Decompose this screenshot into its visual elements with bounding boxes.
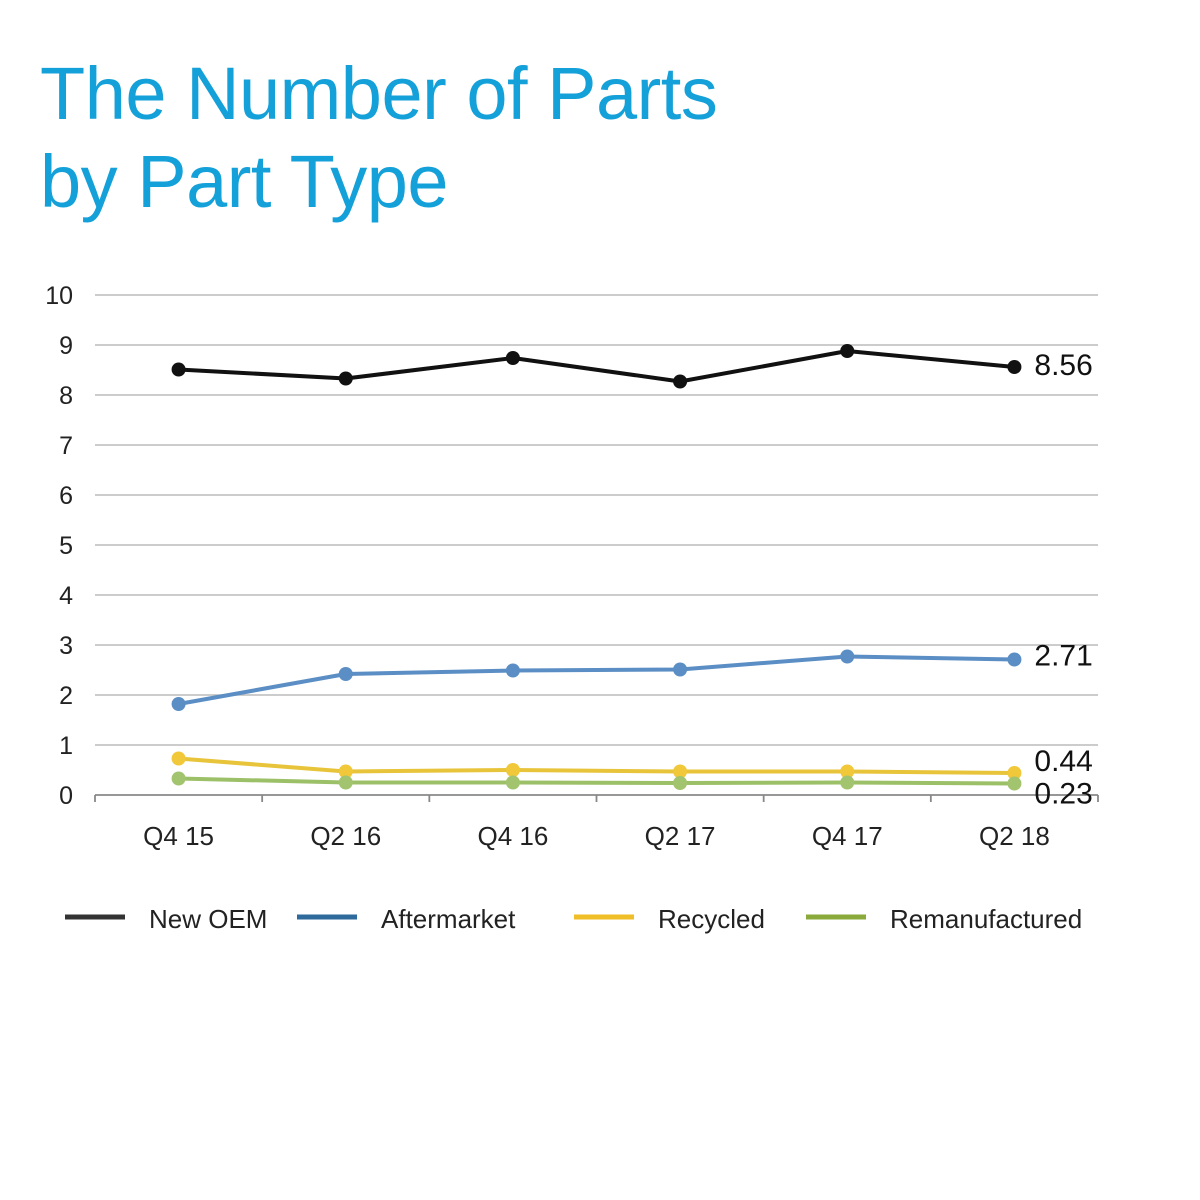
legend-label-remanufactured: Remanufactured [890, 904, 1082, 934]
chart-title-line-2: by Part Type [40, 140, 449, 223]
legend-label-aftermarket: Aftermarket [381, 904, 516, 934]
data-point-recycled [505, 763, 520, 777]
gridlines [95, 294, 1098, 746]
data-point-new-oem [1007, 360, 1022, 374]
x-tick-label: Q2 18 [979, 821, 1050, 851]
data-point-aftermarket [338, 667, 353, 681]
x-tick-label: Q2 17 [645, 821, 716, 851]
end-label-new-oem: 8.56 [1034, 349, 1092, 382]
data-point-aftermarket [171, 697, 186, 711]
data-point-recycled [338, 764, 353, 779]
series-line-aftermarket [176, 654, 1017, 706]
series-line-remanufactured [176, 776, 1017, 786]
y-tick-label: 7 [59, 432, 73, 460]
data-point-remanufactured [505, 775, 520, 790]
chart-title-line-1: The Number of Parts [40, 52, 718, 135]
x-axis-tick-labels: Q4 15 Q2 16 Q4 16 Q2 17 Q4 17 Q2 18 [143, 821, 1050, 851]
data-point-aftermarket [505, 663, 520, 678]
y-tick-label: 3 [59, 632, 73, 660]
y-tick-label: 6 [59, 482, 73, 510]
data-point-recycled [840, 764, 855, 779]
data-point-recycled [171, 751, 186, 766]
x-tick-label: Q4 16 [478, 821, 549, 851]
data-point-remanufactured [338, 775, 353, 790]
x-tick-label: Q4 15 [143, 821, 214, 851]
data-point-aftermarket [1007, 652, 1022, 667]
x-axis [94, 794, 1099, 802]
series-line-new-oem [176, 349, 1017, 384]
series-line-recycled [176, 756, 1017, 775]
y-tick-label: 5 [59, 532, 73, 560]
data-point-remanufactured [1007, 776, 1022, 791]
x-tick-label: Q2 16 [310, 821, 381, 851]
chart-title: The Number of Parts by Part Type [40, 50, 718, 226]
data-point-new-oem [338, 371, 353, 386]
end-label-recycled: 0.44 [1034, 745, 1092, 778]
y-tick-label: 8 [59, 382, 73, 410]
end-label-aftermarket: 2.71 [1034, 640, 1092, 673]
data-point-remanufactured [171, 771, 186, 786]
data-point-new-oem [171, 362, 186, 377]
data-point-aftermarket [673, 662, 688, 677]
legend-label-new-oem: New OEM [149, 904, 267, 934]
data-point-new-oem [505, 351, 520, 365]
data-point-recycled [673, 764, 688, 779]
y-tick-label: 2 [59, 682, 73, 710]
y-tick-label: 0 [59, 782, 73, 810]
data-point-recycled [1007, 766, 1022, 780]
end-label-remanufactured: 0.23 [1034, 778, 1092, 811]
end-value-labels: 8.56 2.71 0.440.23 [1034, 349, 1092, 811]
data-point-remanufactured [840, 775, 855, 790]
y-tick-label: 10 [45, 282, 73, 310]
y-tick-label: 9 [59, 332, 73, 360]
data-point-new-oem [840, 344, 855, 358]
x-tick-label: Q4 17 [812, 821, 883, 851]
data-point-remanufactured [673, 776, 688, 790]
y-tick-label: 4 [59, 582, 73, 610]
y-axis-tick-labels: 0 1 2 3 4 5 6 7 8 9 10 [45, 282, 73, 810]
data-point-aftermarket [840, 649, 855, 664]
legend-label-recycled: Recycled [658, 904, 765, 934]
legend: New OEM Aftermarket Recycled Remanufactured [65, 904, 1082, 934]
y-tick-label: 1 [59, 732, 73, 760]
series-lines [171, 344, 1022, 791]
data-point-new-oem [673, 374, 688, 389]
